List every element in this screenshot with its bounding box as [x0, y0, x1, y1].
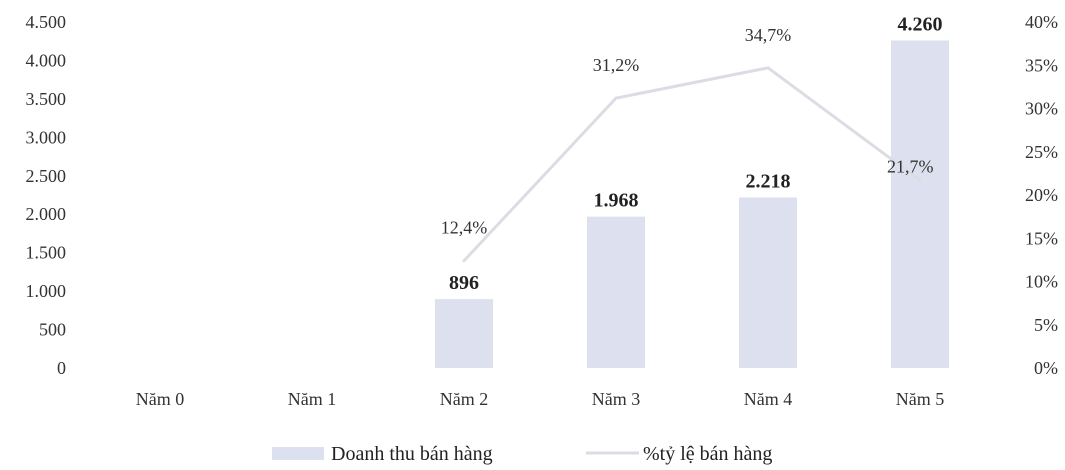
right-tick-label: 0%: [1034, 358, 1058, 378]
left-tick-label: 1.500: [26, 243, 67, 263]
x-axis: Năm 0 Năm 1 Năm 2 Năm 3 Năm 4 Năm 5: [136, 389, 945, 409]
right-tick-label: 25%: [1025, 142, 1058, 162]
right-axis: 0% 5% 10% 15% 20% 25% 30% 35% 40%: [1025, 12, 1058, 378]
right-tick-label: 15%: [1025, 228, 1058, 248]
bar-data-label: 896: [449, 272, 479, 294]
x-tick-label: Năm 5: [896, 389, 945, 409]
sales-ratio-point: [462, 259, 466, 263]
sales-ratio-point: [614, 96, 618, 100]
left-axis: 0 500 1.000 1.500 2.000 2.500 3.000 3.500 4.000 4…: [26, 12, 67, 378]
left-tick-label: 2.000: [26, 204, 67, 224]
left-tick-label: 500: [39, 320, 66, 340]
legend: Doanh thu bán hàng %tỷ lệ bán hàng: [272, 443, 772, 465]
x-tick-label: Năm 1: [288, 389, 337, 409]
right-tick-label: 40%: [1025, 12, 1058, 32]
line-data-labels: 12,4% 31,2% 34,7% 21,7%: [441, 25, 934, 238]
bar-data-label: 1.968: [594, 190, 639, 212]
x-tick-label: Năm 4: [744, 389, 793, 409]
x-tick-label: Năm 2: [440, 389, 489, 409]
bar-data-label: 4.260: [898, 13, 943, 35]
line-data-label: 21,7%: [887, 156, 934, 176]
left-tick-label: 0: [57, 358, 66, 378]
left-tick-label: 3.000: [26, 127, 67, 147]
line-data-label: 31,2%: [593, 55, 640, 75]
revenue-bar: [435, 299, 493, 368]
left-tick-label: 4.500: [26, 12, 67, 32]
x-tick-label: Năm 0: [136, 389, 185, 409]
bar-data-labels: 896 1.968 2.218 4.260: [449, 13, 943, 294]
line-data-label: 34,7%: [745, 25, 792, 45]
left-tick-label: 1.000: [26, 281, 67, 301]
sales-ratio-point: [766, 66, 770, 70]
right-tick-label: 35%: [1025, 55, 1058, 75]
right-tick-label: 20%: [1025, 185, 1058, 205]
sales-ratio-polyline: [462, 66, 921, 262]
right-tick-label: 10%: [1025, 272, 1058, 292]
revenue-bar: [739, 197, 797, 368]
sales-ratio-line: [462, 66, 922, 263]
left-tick-label: 3.500: [26, 89, 67, 109]
right-tick-label: 5%: [1034, 315, 1058, 335]
left-tick-label: 2.500: [26, 166, 67, 186]
revenue-bar: [587, 216, 645, 368]
legend-label-bar: Doanh thu bán hàng: [331, 443, 493, 465]
sales-ratio-point: [918, 178, 922, 182]
line-data-label: 12,4%: [441, 218, 488, 238]
x-tick-label: Năm 3: [592, 389, 641, 409]
legend-swatch-bar: [272, 447, 324, 460]
legend-label-line: %tỷ lệ bán hàng: [643, 443, 772, 465]
revenue-bar: [891, 40, 949, 368]
bar-data-label: 2.218: [746, 170, 791, 192]
revenue-bars: [435, 40, 949, 368]
right-tick-label: 30%: [1025, 99, 1058, 119]
left-tick-label: 4.000: [26, 50, 67, 70]
